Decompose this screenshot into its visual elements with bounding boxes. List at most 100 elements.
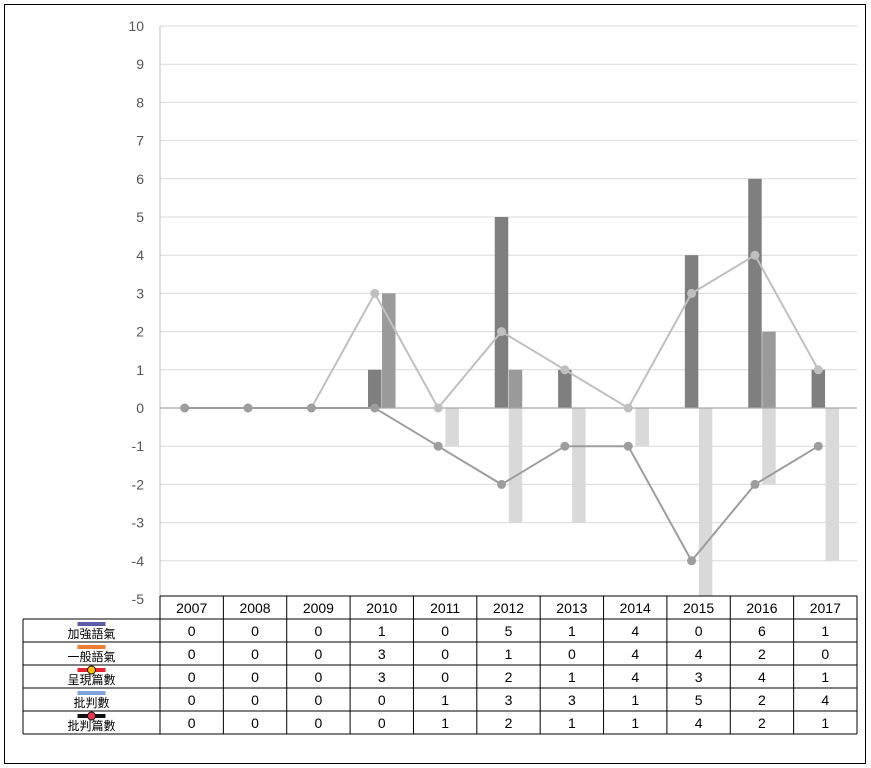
- bar-a: [748, 178, 762, 408]
- x-category-label: 2011: [430, 600, 460, 616]
- x-category-label: 2012: [493, 600, 524, 616]
- series-point-lower: [433, 441, 443, 451]
- series-point-lower: [750, 479, 760, 489]
- bar-a: [811, 369, 826, 408]
- table-cell: 4: [631, 623, 639, 639]
- table-cell: 0: [188, 646, 196, 662]
- table-cell: 0: [821, 646, 829, 662]
- table-cell: 0: [315, 715, 323, 731]
- y-tick-label: 10: [128, 18, 144, 34]
- table-cell: 0: [378, 692, 386, 708]
- bar-a: [558, 369, 572, 408]
- x-category-label: 2013: [556, 600, 587, 616]
- y-tick-label: -1: [132, 438, 145, 454]
- table-cell: 4: [695, 715, 703, 731]
- bar-b: [762, 331, 776, 408]
- y-tick-label: -4: [132, 553, 145, 569]
- table-cell: 0: [188, 715, 196, 731]
- table-row-label: 批判篇數: [67, 718, 115, 733]
- bar-c: [572, 408, 586, 523]
- table-cell: 0: [251, 692, 259, 708]
- y-tick-label: 6: [136, 171, 144, 187]
- series-point-lower: [370, 403, 380, 413]
- series-point-upper: [560, 365, 570, 375]
- x-category-label: 2007: [176, 600, 207, 616]
- y-tick-label: 5: [136, 209, 144, 225]
- table-row-label: 一般語氣: [67, 649, 115, 664]
- y-tick-label: 7: [136, 133, 144, 149]
- table-cell: 1: [441, 692, 449, 708]
- table-cell: 1: [568, 623, 576, 639]
- legend-key-bar: [77, 645, 106, 649]
- table-cell: 1: [441, 715, 449, 731]
- table-cell: 1: [505, 646, 513, 662]
- table-cell: 5: [505, 623, 513, 639]
- y-tick-label: 8: [136, 94, 144, 110]
- table-cell: 4: [821, 692, 829, 708]
- table-cell: 0: [378, 715, 386, 731]
- x-category-label: 2016: [746, 600, 777, 616]
- table-cell: 3: [695, 669, 703, 685]
- table-cell: 0: [188, 669, 196, 685]
- table-cell: 2: [758, 646, 766, 662]
- table-cell: 1: [568, 715, 576, 731]
- table-cell: 0: [315, 623, 323, 639]
- y-tick-label: 9: [136, 56, 144, 72]
- x-category-label: 2014: [620, 600, 651, 616]
- table-cell: 0: [568, 646, 576, 662]
- table-cell: 0: [315, 692, 323, 708]
- bar-c: [698, 408, 713, 599]
- series-point-lower: [306, 403, 316, 413]
- series-point-lower: [687, 556, 697, 566]
- series-point-lower: [623, 441, 633, 451]
- legend-key-bar: [77, 691, 106, 695]
- bar-b: [382, 293, 396, 408]
- x-category-label: 2017: [810, 600, 841, 616]
- table-cell: 1: [631, 692, 639, 708]
- series-point-upper: [687, 288, 697, 298]
- table-row-label: 批判數: [73, 695, 109, 710]
- table-cell: 0: [251, 715, 259, 731]
- series-point-lower: [243, 403, 253, 413]
- y-tick-label: -5: [132, 591, 145, 607]
- table-cell: 0: [188, 623, 196, 639]
- table-cell: 0: [188, 692, 196, 708]
- bar-c: [445, 408, 459, 447]
- x-category-label: 2009: [303, 600, 334, 616]
- table-cell: 0: [695, 623, 703, 639]
- table-cell: 3: [378, 646, 386, 662]
- y-tick-label: 2: [136, 324, 144, 340]
- table-cell: 0: [251, 623, 259, 639]
- table-cell: 4: [758, 669, 766, 685]
- table-cell: 0: [251, 669, 259, 685]
- table-row-label: 加強語氣: [67, 626, 115, 641]
- table-cell: 1: [821, 715, 829, 731]
- legend-key-dot: [87, 711, 96, 721]
- series-point-lower: [560, 441, 570, 451]
- table-cell: 4: [631, 646, 639, 662]
- bar-c: [825, 408, 840, 561]
- bar-c: [762, 408, 776, 485]
- series-point-lower: [497, 479, 506, 489]
- series-point-upper: [623, 403, 633, 413]
- table-cell: 2: [505, 669, 513, 685]
- y-tick-label: 3: [136, 285, 144, 301]
- table-cell: 3: [378, 669, 386, 685]
- y-tick-label: 0: [136, 400, 144, 416]
- table-cell: 0: [441, 623, 449, 639]
- table-cell: 1: [378, 623, 386, 639]
- x-category-label: 2010: [366, 600, 397, 616]
- table-cell: 5: [695, 692, 703, 708]
- table-cell: 1: [821, 669, 829, 685]
- table-cell: 3: [505, 692, 513, 708]
- table-cell: 2: [758, 692, 766, 708]
- table-cell: 0: [441, 646, 449, 662]
- table-cell: 1: [631, 715, 639, 731]
- bar-a: [684, 255, 699, 408]
- table-header-bg: [160, 596, 857, 619]
- bar-b: [508, 369, 523, 408]
- legend-key-bar: [77, 622, 106, 626]
- series-point-upper: [813, 365, 823, 375]
- table-cell: 3: [568, 692, 576, 708]
